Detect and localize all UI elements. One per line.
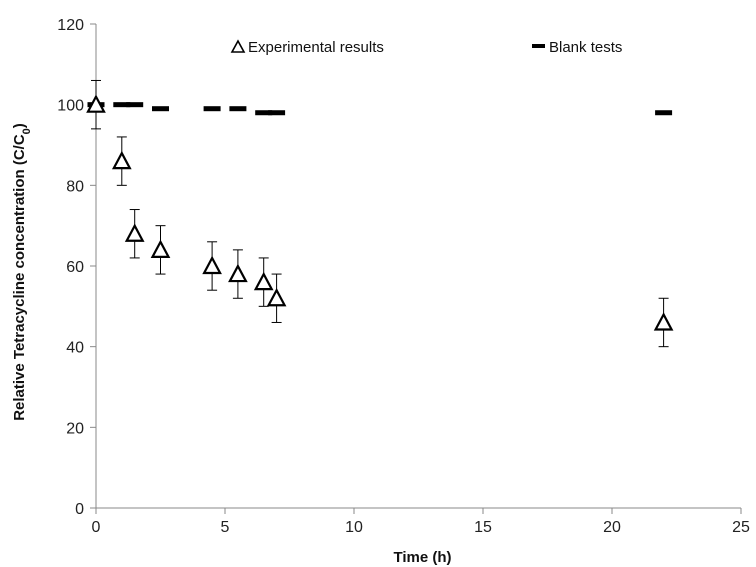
blank-test-point: [229, 106, 247, 112]
triangle-marker: [266, 287, 287, 307]
x-tick-label: 15: [474, 519, 492, 536]
blank-test-point: [268, 110, 286, 116]
triangle-marker: [653, 312, 674, 331]
y-axis-title-close: ): [11, 123, 28, 128]
y-ticks: 0 20 40 60 80 100 120: [57, 17, 96, 518]
y-tick-label: 100: [57, 98, 84, 115]
legend-label-experimental: Experimental results: [248, 39, 384, 56]
blank-test-point: [113, 102, 131, 108]
x-tick-label: 5: [221, 519, 230, 536]
x-tick-label: 20: [603, 519, 621, 536]
y-tick-label: 120: [57, 17, 84, 34]
triangle-marker-icon: [230, 39, 246, 53]
experimental-point: [266, 273, 287, 323]
blank-test-point: [203, 106, 221, 112]
experimental-point: [111, 136, 132, 186]
y-tick-label: 0: [75, 501, 84, 518]
series-blank-tests: [87, 102, 673, 116]
series-experimental-results: [86, 79, 674, 348]
blank-test-point: [126, 102, 144, 108]
triangle-marker: [111, 150, 132, 170]
legend: Experimental results Blank tests: [230, 39, 622, 56]
x-tick-label: 25: [732, 519, 750, 536]
triangle-marker: [86, 94, 106, 113]
y-tick-label: 20: [66, 420, 84, 437]
experimental-point: [150, 225, 171, 275]
experimental-point: [253, 257, 274, 307]
experimental-point: [202, 241, 222, 291]
blank-test-point: [655, 110, 673, 116]
triangle-marker: [124, 223, 145, 242]
triangle-marker: [228, 263, 248, 283]
y-axis-title-subscript: 0: [21, 128, 33, 134]
triangle-marker: [202, 255, 222, 275]
dash-marker-icon: [532, 44, 545, 48]
y-tick-label: 40: [66, 340, 84, 357]
y-tick-label: 80: [66, 178, 84, 195]
legend-item-experimental: Experimental results: [230, 39, 384, 56]
x-ticks: 0 5 10 15 20 25: [92, 508, 750, 536]
blank-test-point: [255, 110, 273, 116]
blank-test-point: [152, 106, 169, 112]
x-tick-label: 10: [345, 519, 363, 536]
experimental-point: [228, 249, 248, 299]
triangle-marker: [150, 239, 171, 258]
experimental-point: [86, 79, 106, 130]
legend-item-blank: Blank tests: [532, 39, 622, 56]
x-axis-title: Time (h): [393, 549, 451, 566]
axes: [95, 24, 741, 509]
triangle-marker: [253, 271, 274, 291]
experimental-point: [653, 297, 674, 348]
experimental-point: [124, 209, 145, 259]
x-tick-label: 0: [92, 519, 101, 536]
y-axis-title-main: Relative Tetracycline concentration (C/C: [11, 134, 28, 421]
legend-label-blank: Blank tests: [549, 39, 622, 56]
y-tick-label: 60: [66, 259, 84, 276]
y-axis-title: Relative Tetracycline concentration (C/C…: [11, 123, 33, 421]
